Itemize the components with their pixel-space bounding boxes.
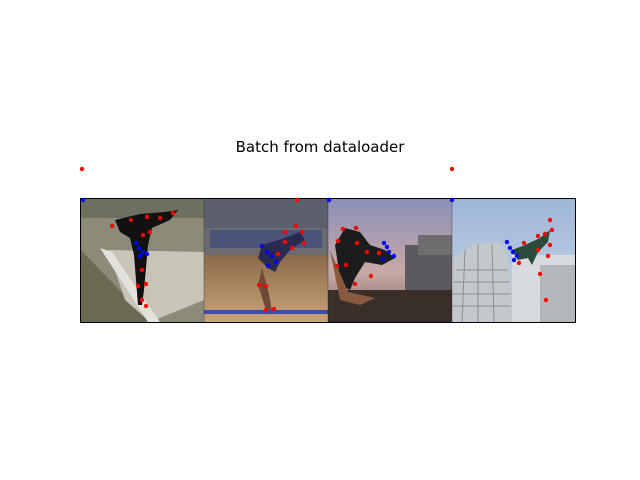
- keypoint-left: [256, 282, 262, 288]
- keypoint-right: [137, 253, 143, 259]
- keypoint-left: [143, 303, 149, 309]
- keypoint-left: [516, 260, 522, 266]
- keypoint-left: [143, 281, 149, 287]
- keypoints-panel-4: [504, 217, 555, 303]
- keypoint-left: [340, 226, 346, 232]
- keypoint-left: [275, 251, 281, 257]
- keypoint-left: [535, 247, 541, 253]
- keypoint-left: [294, 197, 300, 203]
- keypoint-right: [269, 253, 275, 259]
- image-panel-4: [452, 198, 575, 323]
- keypoint-left: [352, 281, 358, 287]
- keypoint-left: [449, 166, 455, 172]
- keypoint-left: [170, 210, 176, 216]
- keypoint-left: [282, 229, 288, 235]
- keypoint-left: [263, 307, 269, 313]
- keypoint-right: [264, 249, 270, 255]
- keypoints-panel-3: [334, 166, 455, 287]
- keypoint-right: [259, 243, 265, 249]
- keypoint-left: [144, 214, 150, 220]
- image-panel-2: [204, 198, 328, 322]
- keypoint-right: [449, 197, 455, 203]
- keypoint-left: [289, 245, 295, 251]
- keypoint-right: [140, 249, 146, 255]
- keypoint-right: [133, 240, 139, 246]
- keypoint-left: [271, 306, 277, 312]
- keypoint-left: [545, 253, 551, 259]
- keypoint-left: [353, 225, 359, 231]
- keypoint-left: [299, 229, 305, 235]
- keypoint-right: [144, 251, 150, 257]
- keypoint-right: [80, 197, 86, 203]
- keypoint-left: [549, 227, 555, 233]
- keypoint-right: [510, 249, 516, 255]
- keypoint-left: [364, 249, 370, 255]
- keypoint-right: [381, 240, 387, 246]
- keypoint-left: [376, 250, 382, 256]
- keypoint-left: [542, 231, 548, 237]
- keypoint-right: [511, 257, 517, 263]
- keypoint-right: [514, 253, 520, 259]
- keypoint-left: [335, 238, 341, 244]
- keypoint-right: [391, 253, 397, 259]
- keypoint-right: [136, 245, 142, 251]
- keypoint-left: [343, 262, 349, 268]
- keypoint-right: [326, 197, 332, 203]
- keypoint-left: [543, 297, 549, 303]
- keypoint-right: [386, 249, 392, 255]
- keypoint-right: [380, 256, 386, 262]
- keypoint-left: [334, 263, 340, 269]
- keypoint-left: [157, 215, 163, 221]
- keypoint-left: [547, 242, 553, 248]
- figure-title: Batch from dataloader: [235, 138, 405, 156]
- keypoint-left: [128, 217, 134, 223]
- keypoint-right: [265, 263, 271, 269]
- keypoint-left: [368, 273, 374, 279]
- image-panel-1: [81, 198, 204, 322]
- keypoint-left: [135, 283, 141, 289]
- keypoint-left: [301, 240, 307, 246]
- keypoint-left: [293, 223, 299, 229]
- keypoint-left: [139, 267, 145, 273]
- keypoint-left: [282, 239, 288, 245]
- keypoint-left: [537, 271, 543, 277]
- keypoint-left: [535, 233, 541, 239]
- keypoint-right: [504, 239, 510, 245]
- keypoint-right: [384, 244, 390, 250]
- keypoint-left: [147, 229, 153, 235]
- keypoints-panel-2: [256, 197, 332, 313]
- keypoint-right: [507, 245, 513, 251]
- keypoint-left: [354, 240, 360, 246]
- keypoint-left: [521, 240, 527, 246]
- keypoint-left: [109, 223, 115, 229]
- keypoint-left: [140, 232, 146, 238]
- keypoints-panel-1: [79, 166, 176, 309]
- keypoint-right: [273, 259, 279, 265]
- keypoint-left: [263, 283, 269, 289]
- image-panel-3: [328, 198, 452, 322]
- keypoint-left: [139, 297, 145, 303]
- keypoint-left: [547, 217, 553, 223]
- keypoint-left: [79, 166, 85, 172]
